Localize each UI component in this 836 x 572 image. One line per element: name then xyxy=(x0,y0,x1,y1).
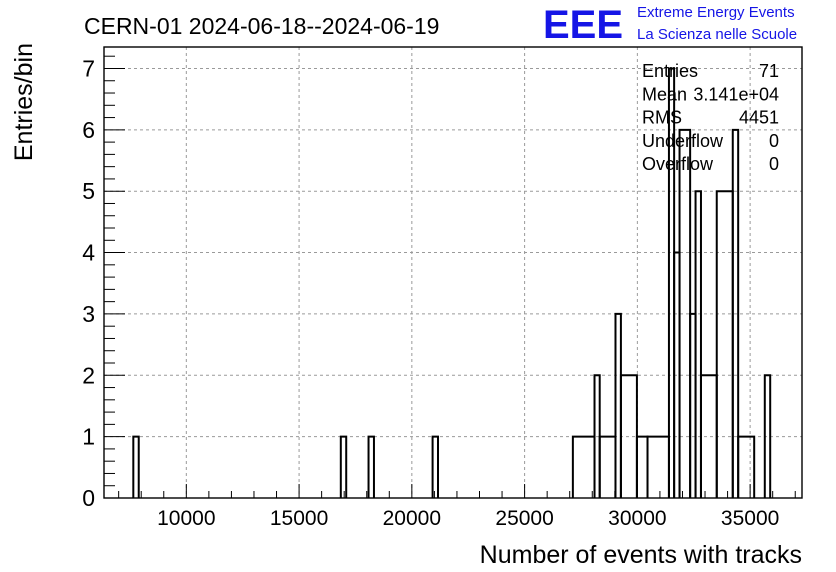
x-tick-label: 15000 xyxy=(270,507,328,530)
histogram-bin xyxy=(635,435,649,498)
histogram-bin xyxy=(715,190,734,498)
histogram-bin xyxy=(339,435,348,498)
stats-label: RMS xyxy=(642,108,682,128)
histogram-bin xyxy=(694,190,702,498)
stats-label: Overflow xyxy=(642,154,714,174)
x-tick-label: 20000 xyxy=(383,507,441,530)
x-tick-label: 35000 xyxy=(721,507,779,530)
x-tick-label: 25000 xyxy=(495,507,553,530)
histogram-bin xyxy=(367,435,375,498)
eee-logo-mark: EEE xyxy=(543,3,623,47)
eee-logo: EEE Extreme Energy Events La Scienza nel… xyxy=(543,3,797,47)
y-axis-label: Entries/bin xyxy=(10,43,38,161)
y-tick-label: 7 xyxy=(82,55,95,81)
eee-logo-line2: La Scienza nelle Scuole xyxy=(637,26,797,43)
histogram-bin xyxy=(646,435,670,498)
stats-value: 0 xyxy=(769,154,779,174)
stats-value: 71 xyxy=(759,61,779,81)
histogram-bars xyxy=(132,67,772,498)
histogram-bin xyxy=(431,435,440,498)
stats-box: Entries 71 Mean 3.141e+04 RMS 4451 Underflow 0 O… xyxy=(642,61,779,174)
y-tick-label: 4 xyxy=(82,240,95,266)
histogram-bin xyxy=(598,435,617,498)
stats-value: 0 xyxy=(769,131,779,151)
histogram-bin xyxy=(763,374,772,498)
x-tick-label: 30000 xyxy=(608,507,666,530)
chart-title: CERN-01 2024-06-18--2024-06-19 xyxy=(84,13,439,39)
histogram-bin xyxy=(731,128,740,498)
y-tick-label: 6 xyxy=(82,117,95,143)
y-tick-label: 2 xyxy=(82,362,95,388)
histogram-bin xyxy=(571,435,596,498)
plot-frame xyxy=(103,46,803,499)
x-axis-label: Number of events with tracks xyxy=(480,541,802,569)
histogram-bin xyxy=(737,435,756,498)
y-tick-label: 0 xyxy=(82,485,95,511)
histogram-bin xyxy=(699,374,718,498)
stats-label: Entries xyxy=(642,61,698,81)
grid-lines xyxy=(104,47,802,498)
stats-label: Underflow xyxy=(642,131,724,151)
stats-label: Mean xyxy=(642,84,687,104)
eee-logo-line1: Extreme Energy Events xyxy=(637,4,795,21)
histogram-bin xyxy=(132,435,140,498)
x-tick-label: 10000 xyxy=(157,507,215,530)
stats-value: 4451 xyxy=(739,108,779,128)
y-axis: 0 1 2 3 4 5 6 7 xyxy=(82,55,125,511)
y-tick-label: 3 xyxy=(82,301,95,327)
stats-value: 3.141e+04 xyxy=(693,84,779,104)
y-tick-label: 1 xyxy=(82,424,95,450)
x-axis: 10000 15000 20000 25000 30000 35000 xyxy=(118,484,796,530)
y-tick-label: 5 xyxy=(82,178,95,204)
